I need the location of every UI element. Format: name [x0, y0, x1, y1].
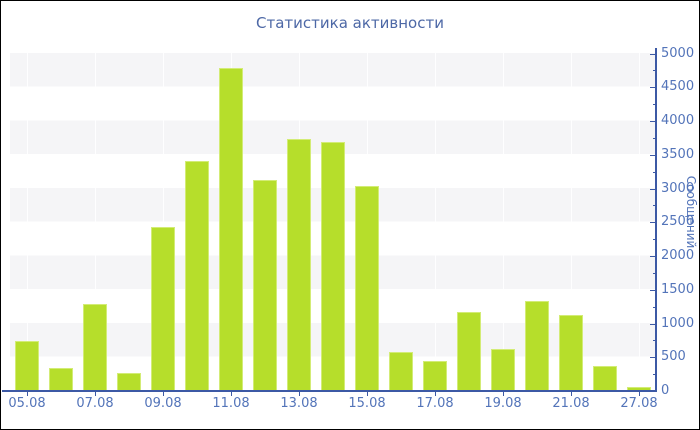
x-axis-line: [2, 390, 657, 392]
bar: [287, 138, 311, 391]
y-axis-title: Сообщений: [684, 175, 698, 249]
y-major-tick: [650, 154, 656, 156]
vertical-gridline: [27, 53, 28, 391]
x-tick-label: 15.08: [348, 396, 386, 411]
x-tick: [367, 392, 368, 396]
y-minor-tick: [653, 306, 656, 308]
bar: [525, 300, 549, 391]
vertical-gridline: [571, 53, 572, 391]
y-major-tick: [650, 188, 656, 190]
y-minor-tick: [653, 374, 656, 376]
bar: [559, 315, 583, 391]
vertical-gridline: [639, 53, 640, 391]
x-tick: [299, 392, 300, 396]
y-tick-label: 1000: [661, 315, 695, 331]
x-tick: [639, 392, 640, 396]
y-major-tick: [650, 323, 656, 325]
x-tick: [503, 392, 504, 396]
bar: [457, 311, 481, 391]
y-major-tick: [650, 289, 656, 291]
bar: [15, 340, 39, 391]
y-tick-label: 3000: [661, 180, 695, 196]
y-minor-tick: [653, 171, 656, 173]
bar: [117, 373, 141, 391]
y-tick-label: 1500: [661, 281, 695, 297]
y-minor-tick: [653, 137, 656, 139]
x-tick: [95, 392, 96, 396]
bar: [49, 367, 73, 391]
y-minor-tick: [653, 239, 656, 241]
y-minor-tick: [653, 205, 656, 207]
bar: [593, 366, 617, 391]
y-major-tick: [650, 222, 656, 224]
x-tick-label: 05.08: [8, 396, 46, 411]
x-tick-label: 19.08: [484, 396, 522, 411]
y-major-tick: [650, 357, 656, 359]
y-major-tick: [650, 121, 656, 122]
vertical-gridline: [95, 53, 96, 391]
y-tick-label: 5000: [661, 45, 695, 61]
x-tick: [163, 392, 164, 396]
vertical-gridline: [163, 53, 164, 391]
y-tick-label: 500: [661, 349, 686, 365]
bar: [83, 304, 107, 391]
vertical-gridline: [503, 53, 504, 391]
bar: [185, 160, 209, 391]
x-tick-label: 27.08: [620, 396, 658, 411]
bar: [491, 348, 515, 391]
bar: [389, 352, 413, 391]
x-tick-label: 21.08: [552, 396, 590, 411]
x-tick: [27, 392, 28, 396]
y-major-tick: [650, 53, 656, 55]
x-tick-label: 13.08: [280, 396, 318, 411]
bar: [627, 387, 651, 391]
vertical-gridline: [435, 53, 436, 391]
y-tick-label: 3500: [661, 146, 695, 162]
y-minor-tick: [653, 340, 656, 342]
bar: [219, 68, 243, 391]
y-major-tick: [650, 256, 656, 257]
bar: [253, 180, 277, 391]
y-minor-tick: [653, 104, 656, 106]
bar: [355, 186, 379, 391]
x-tick: [231, 392, 232, 396]
y-tick-label: 0: [661, 383, 670, 398]
x-tick-label: 09.08: [144, 396, 182, 411]
x-tick-label: 07.08: [76, 396, 114, 411]
y-tick-label: 4500: [661, 79, 695, 95]
plot-area: [10, 53, 656, 391]
bar: [151, 227, 175, 391]
y-major-tick: [650, 391, 656, 392]
y-tick-label: 2000: [661, 248, 695, 263]
y-major-tick: [650, 87, 656, 89]
y-tick-label: 4000: [661, 113, 695, 128]
x-tick-label: 17.08: [416, 396, 454, 411]
x-tick-label: 11.08: [212, 396, 250, 411]
chart-title: Статистика активности: [256, 14, 444, 32]
y-minor-tick: [653, 70, 656, 72]
y-minor-tick: [653, 272, 656, 274]
y-axis-line: [655, 48, 657, 392]
y-tick-label: 2500: [661, 214, 695, 230]
x-tick: [571, 392, 572, 396]
bar: [321, 142, 345, 391]
x-tick: [435, 392, 436, 396]
bar: [423, 360, 447, 391]
